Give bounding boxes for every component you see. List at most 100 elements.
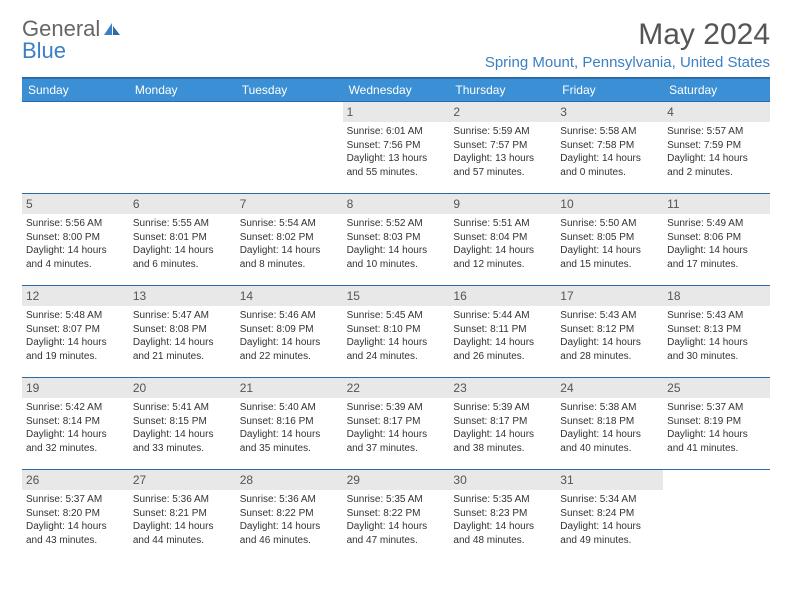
sunset-text: Sunset: 8:06 PM [667, 231, 766, 245]
sunset-text: Sunset: 8:16 PM [240, 415, 339, 429]
day-number: 19 [22, 378, 129, 398]
day-number: 23 [449, 378, 556, 398]
daylight-text: Daylight: 14 hours and 43 minutes. [26, 520, 125, 547]
location-label: Spring Mount, Pennsylvania, United State… [485, 54, 770, 71]
day-details: Sunrise: 5:54 AMSunset: 8:02 PMDaylight:… [236, 214, 343, 275]
sunset-text: Sunset: 8:01 PM [133, 231, 232, 245]
calendar-cell: 14Sunrise: 5:46 AMSunset: 8:09 PMDayligh… [236, 285, 343, 377]
day-number: 13 [129, 286, 236, 306]
sunset-text: Sunset: 8:12 PM [560, 323, 659, 337]
calendar-cell: 29Sunrise: 5:35 AMSunset: 8:22 PMDayligh… [343, 469, 450, 561]
day-details: Sunrise: 5:40 AMSunset: 8:16 PMDaylight:… [236, 398, 343, 459]
day-details: Sunrise: 5:38 AMSunset: 8:18 PMDaylight:… [556, 398, 663, 459]
day-details: Sunrise: 5:35 AMSunset: 8:22 PMDaylight:… [343, 490, 450, 551]
day-details: Sunrise: 5:48 AMSunset: 8:07 PMDaylight:… [22, 306, 129, 367]
daylight-text: Daylight: 14 hours and 17 minutes. [667, 244, 766, 271]
daylight-text: Daylight: 14 hours and 46 minutes. [240, 520, 339, 547]
calendar-cell: 26Sunrise: 5:37 AMSunset: 8:20 PMDayligh… [22, 469, 129, 561]
sunrise-text: Sunrise: 5:50 AM [560, 217, 659, 231]
calendar-cell: 24Sunrise: 5:38 AMSunset: 8:18 PMDayligh… [556, 377, 663, 469]
sunset-text: Sunset: 8:07 PM [26, 323, 125, 337]
day-details: Sunrise: 5:46 AMSunset: 8:09 PMDaylight:… [236, 306, 343, 367]
calendar-cell: 30Sunrise: 5:35 AMSunset: 8:23 PMDayligh… [449, 469, 556, 561]
daylight-text: Daylight: 14 hours and 38 minutes. [453, 428, 552, 455]
daylight-text: Daylight: 14 hours and 48 minutes. [453, 520, 552, 547]
calendar: Sunday Monday Tuesday Wednesday Thursday… [22, 77, 770, 561]
sunrise-text: Sunrise: 6:01 AM [347, 125, 446, 139]
sunset-text: Sunset: 8:17 PM [347, 415, 446, 429]
day-header-tuesday: Tuesday [236, 79, 343, 101]
day-number: 26 [22, 470, 129, 490]
day-number: 6 [129, 194, 236, 214]
day-number: 22 [343, 378, 450, 398]
day-header-wednesday: Wednesday [343, 79, 450, 101]
sunrise-text: Sunrise: 5:52 AM [347, 217, 446, 231]
calendar-cell: 25Sunrise: 5:37 AMSunset: 8:19 PMDayligh… [663, 377, 770, 469]
day-number: 20 [129, 378, 236, 398]
calendar-body: 1Sunrise: 6:01 AMSunset: 7:56 PMDaylight… [22, 101, 770, 561]
calendar-cell: 16Sunrise: 5:44 AMSunset: 8:11 PMDayligh… [449, 285, 556, 377]
calendar-cell: 13Sunrise: 5:47 AMSunset: 8:08 PMDayligh… [129, 285, 236, 377]
day-details: Sunrise: 5:39 AMSunset: 8:17 PMDaylight:… [343, 398, 450, 459]
sunrise-text: Sunrise: 5:44 AM [453, 309, 552, 323]
sunrise-text: Sunrise: 5:39 AM [347, 401, 446, 415]
calendar-cell: 19Sunrise: 5:42 AMSunset: 8:14 PMDayligh… [22, 377, 129, 469]
sunrise-text: Sunrise: 5:45 AM [347, 309, 446, 323]
calendar-cell: 22Sunrise: 5:39 AMSunset: 8:17 PMDayligh… [343, 377, 450, 469]
daylight-text: Daylight: 14 hours and 2 minutes. [667, 152, 766, 179]
day-number: 15 [343, 286, 450, 306]
day-number: 17 [556, 286, 663, 306]
day-number: 9 [449, 194, 556, 214]
daylight-text: Daylight: 14 hours and 24 minutes. [347, 336, 446, 363]
sunset-text: Sunset: 8:08 PM [133, 323, 232, 337]
calendar-cell: 2Sunrise: 5:59 AMSunset: 7:57 PMDaylight… [449, 101, 556, 193]
day-details: Sunrise: 5:45 AMSunset: 8:10 PMDaylight:… [343, 306, 450, 367]
sunrise-text: Sunrise: 5:37 AM [667, 401, 766, 415]
calendar-cell: 11Sunrise: 5:49 AMSunset: 8:06 PMDayligh… [663, 193, 770, 285]
sunset-text: Sunset: 8:22 PM [347, 507, 446, 521]
daylight-text: Daylight: 14 hours and 6 minutes. [133, 244, 232, 271]
day-details: Sunrise: 5:49 AMSunset: 8:06 PMDaylight:… [663, 214, 770, 275]
sunrise-text: Sunrise: 5:57 AM [667, 125, 766, 139]
sunset-text: Sunset: 8:09 PM [240, 323, 339, 337]
calendar-cell: 1Sunrise: 6:01 AMSunset: 7:56 PMDaylight… [343, 101, 450, 193]
daylight-text: Daylight: 14 hours and 4 minutes. [26, 244, 125, 271]
brand-blue: Blue [22, 38, 66, 63]
day-number: 1 [343, 102, 450, 122]
sunrise-text: Sunrise: 5:55 AM [133, 217, 232, 231]
daylight-text: Daylight: 14 hours and 12 minutes. [453, 244, 552, 271]
day-number: 2 [449, 102, 556, 122]
day-number: 29 [343, 470, 450, 490]
calendar-cell: 18Sunrise: 5:43 AMSunset: 8:13 PMDayligh… [663, 285, 770, 377]
day-details: Sunrise: 5:58 AMSunset: 7:58 PMDaylight:… [556, 122, 663, 183]
day-number: 25 [663, 378, 770, 398]
brand-logo: GeneralBlue [22, 18, 122, 62]
day-details: Sunrise: 5:57 AMSunset: 7:59 PMDaylight:… [663, 122, 770, 183]
day-details: Sunrise: 5:47 AMSunset: 8:08 PMDaylight:… [129, 306, 236, 367]
day-header-saturday: Saturday [663, 79, 770, 101]
sunset-text: Sunset: 8:24 PM [560, 507, 659, 521]
calendar-cell: 21Sunrise: 5:40 AMSunset: 8:16 PMDayligh… [236, 377, 343, 469]
sunrise-text: Sunrise: 5:48 AM [26, 309, 125, 323]
daylight-text: Daylight: 14 hours and 40 minutes. [560, 428, 659, 455]
sunrise-text: Sunrise: 5:38 AM [560, 401, 659, 415]
daylight-text: Daylight: 14 hours and 10 minutes. [347, 244, 446, 271]
sunrise-text: Sunrise: 5:34 AM [560, 493, 659, 507]
daylight-text: Daylight: 14 hours and 37 minutes. [347, 428, 446, 455]
day-details: Sunrise: 5:36 AMSunset: 8:22 PMDaylight:… [236, 490, 343, 551]
day-details: Sunrise: 5:36 AMSunset: 8:21 PMDaylight:… [129, 490, 236, 551]
sunset-text: Sunset: 7:59 PM [667, 139, 766, 153]
sunset-text: Sunset: 8:00 PM [26, 231, 125, 245]
day-header-friday: Friday [556, 79, 663, 101]
day-number: 12 [22, 286, 129, 306]
calendar-header-row: Sunday Monday Tuesday Wednesday Thursday… [22, 79, 770, 101]
daylight-text: Daylight: 14 hours and 0 minutes. [560, 152, 659, 179]
day-details: Sunrise: 5:52 AMSunset: 8:03 PMDaylight:… [343, 214, 450, 275]
month-title: May 2024 [485, 18, 770, 52]
sunset-text: Sunset: 8:10 PM [347, 323, 446, 337]
day-details: Sunrise: 5:51 AMSunset: 8:04 PMDaylight:… [449, 214, 556, 275]
day-details: Sunrise: 5:42 AMSunset: 8:14 PMDaylight:… [22, 398, 129, 459]
day-number: 16 [449, 286, 556, 306]
calendar-cell: 5Sunrise: 5:56 AMSunset: 8:00 PMDaylight… [22, 193, 129, 285]
sunset-text: Sunset: 8:05 PM [560, 231, 659, 245]
